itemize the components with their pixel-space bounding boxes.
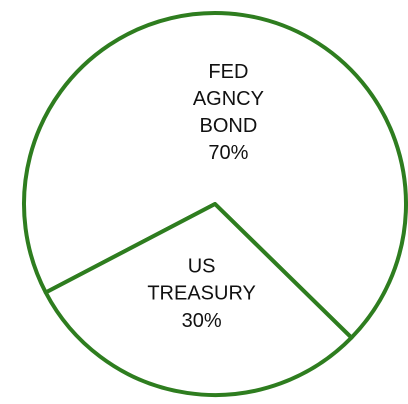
pie-slice [43,202,354,397]
value-label: 70% [208,142,248,164]
label-line: FED [208,61,248,83]
label-line: BOND [199,115,257,137]
slice-label: FED AGNCY BOND [193,61,264,137]
pie-slice [22,11,408,340]
label-line: AGNCY [193,88,264,110]
slice-label: US TREASURY [147,256,256,305]
value-label: 30% [182,310,222,332]
label-line: TREASURY [147,283,256,305]
label-line: US [188,256,216,278]
